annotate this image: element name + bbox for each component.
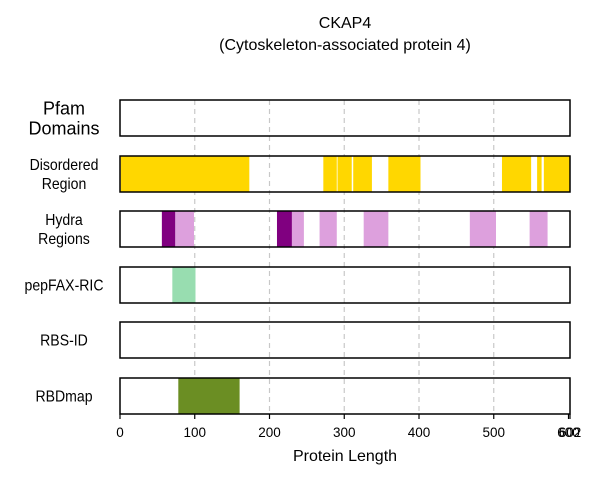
track-label: Regions: [38, 230, 90, 248]
track-segment: [537, 156, 542, 192]
track-segment: [353, 156, 372, 192]
chart-title-line1: CKAP4: [319, 15, 372, 32]
track-segment: [291, 211, 304, 247]
x-tick-label: 200: [258, 425, 281, 440]
track-label: RBS-ID: [40, 332, 88, 350]
x-tick-label: 400: [408, 425, 431, 440]
track-frame: [119, 210, 571, 248]
track-segment: [363, 211, 389, 247]
track-label: pepFAX-RIC: [24, 277, 103, 295]
track-label: Hydra: [45, 211, 83, 229]
track-segment: [501, 156, 532, 192]
chart-title-line2: (Cytoskeleton-associated protein 4): [219, 37, 471, 54]
track: RBDmap: [35, 377, 571, 415]
track-frame: [119, 155, 571, 193]
track-segment: [161, 211, 176, 247]
track-segment: [276, 211, 292, 247]
track-segment: [120, 156, 250, 192]
track-segment: [388, 156, 421, 192]
track: pepFAX-RIC: [24, 266, 571, 304]
track-frame: [119, 377, 571, 415]
x-tick-label: 0: [116, 425, 124, 440]
track: RBS-ID: [40, 321, 571, 359]
track-frame: [119, 99, 571, 137]
x-tick-label: 602: [559, 425, 582, 440]
track-segment: [319, 211, 337, 247]
track-label: Disordered: [30, 156, 99, 174]
x-tick-label: 100: [183, 425, 206, 440]
x-tick-label: 500: [482, 425, 505, 440]
track-frame: [119, 321, 571, 359]
track-segment: [178, 378, 240, 414]
track-segment: [323, 156, 337, 192]
track-segment: [337, 156, 352, 192]
track-segment: [469, 211, 496, 247]
x-tick-label: 600: [557, 425, 580, 440]
track-frame: [119, 266, 571, 304]
track-segment: [529, 211, 548, 247]
track-label: Region: [42, 175, 87, 193]
x-axis-label: Protein Length: [293, 448, 397, 465]
track-label: Domains: [28, 118, 99, 138]
track-label: RBDmap: [35, 388, 92, 406]
track-segment: [172, 267, 196, 303]
track-label: Pfam: [43, 98, 85, 118]
track-segment: [543, 156, 570, 192]
x-tick-label: 300: [333, 425, 356, 440]
grid-lines: [194, 100, 495, 414]
track-segment: [175, 211, 195, 247]
